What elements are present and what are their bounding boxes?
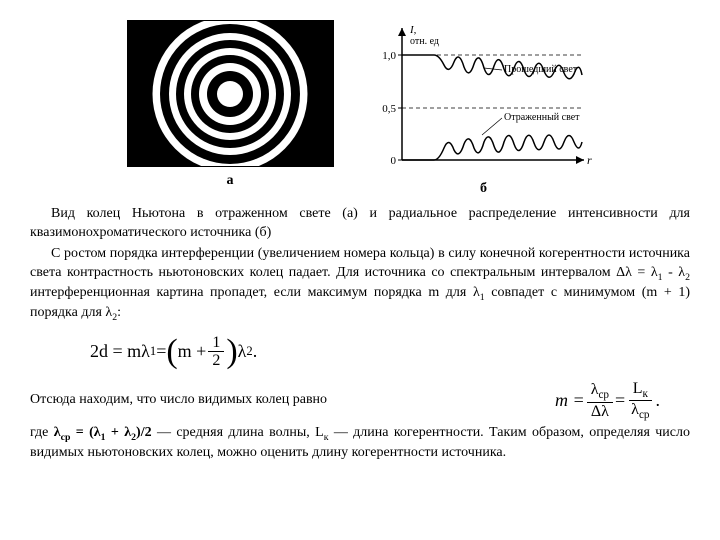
- body-paragraph-3: где λср = (λ1 + λ2)/2 — средняя длина во…: [30, 424, 690, 463]
- row-p3-f2: Отсюда находим, что число видимых колец …: [30, 380, 690, 422]
- figures-row: а I,отн. ед r 1,0 0,5 0 Прошедший свет Отражен…: [30, 20, 690, 197]
- f1-lhs: 2d = mλ: [90, 341, 150, 362]
- svg-text:отн. ед: отн. ед: [410, 36, 439, 47]
- intensity-chart: I,отн. ед r 1,0 0,5 0 Прошедший свет Отраженны…: [374, 20, 594, 175]
- f2-m: m =: [555, 390, 585, 411]
- formula-1-block: 2d = mλ 1 = ( m + 1 2 ) λ2.: [30, 334, 690, 370]
- f2-frac2: Lк λср: [627, 380, 653, 422]
- svg-text:1,0: 1,0: [382, 50, 396, 62]
- f2d2: λср: [627, 401, 653, 422]
- newton-rings-image: [127, 20, 334, 167]
- f1-frac: 1 2: [208, 334, 224, 370]
- svg-text:Отраженный свет: Отраженный свет: [504, 112, 580, 123]
- formula-2: m = λср Δλ = Lк λср .: [555, 380, 660, 422]
- caption-text: Вид колец Ньютона в отраженном свете (а)…: [30, 205, 690, 243]
- p2b: - λ: [663, 265, 686, 280]
- body-paragraph-1: С ростом порядка интерференции (увеличен…: [30, 245, 690, 324]
- f2d1: Δλ: [587, 403, 613, 421]
- f2n2: Lк: [629, 380, 652, 402]
- f1-den: 2: [208, 352, 224, 370]
- f2n1: λср: [587, 381, 613, 403]
- f1-rhs: λ: [238, 341, 247, 362]
- f1-eq: =: [156, 341, 166, 362]
- svg-text:r: r: [587, 153, 592, 167]
- figure-b-col: I,отн. ед r 1,0 0,5 0 Прошедший свет Отраженны…: [374, 20, 594, 197]
- p4b: — средняя длина волны, L: [157, 425, 324, 440]
- p2a: С ростом порядка интерференции (увеличен…: [30, 246, 690, 280]
- svg-text:0: 0: [390, 155, 396, 167]
- svg-text:Прошедший свет: Прошедший свет: [504, 64, 578, 75]
- f2-dot: .: [656, 390, 661, 411]
- formula-1: 2d = mλ 1 = ( m + 1 2 ) λ2.: [90, 334, 257, 370]
- sub2: 2: [685, 271, 690, 282]
- rparen-icon: ): [226, 335, 237, 369]
- formula-3: λср = (λ1 + λ2)/2: [54, 425, 157, 440]
- f1-dot: .: [253, 341, 258, 362]
- f2-eq: =: [615, 390, 625, 411]
- lparen-icon: (: [166, 335, 177, 369]
- p4a: где: [30, 425, 54, 440]
- f2-frac1: λср Δλ: [587, 381, 613, 420]
- p2e: :: [117, 305, 121, 320]
- figure-b-label: б: [480, 181, 487, 197]
- p2c: интерференционная картина пропадет, если…: [30, 285, 480, 300]
- figure-a-label: а: [227, 173, 234, 189]
- f1-num: 1: [208, 334, 224, 353]
- body-paragraph-2: Отсюда находим, что число видимых колец …: [30, 391, 327, 410]
- f1-m: m +: [178, 341, 207, 362]
- svg-text:0,5: 0,5: [382, 103, 396, 115]
- figure-a-col: а: [127, 20, 334, 197]
- svg-text:I,: I,: [409, 24, 417, 36]
